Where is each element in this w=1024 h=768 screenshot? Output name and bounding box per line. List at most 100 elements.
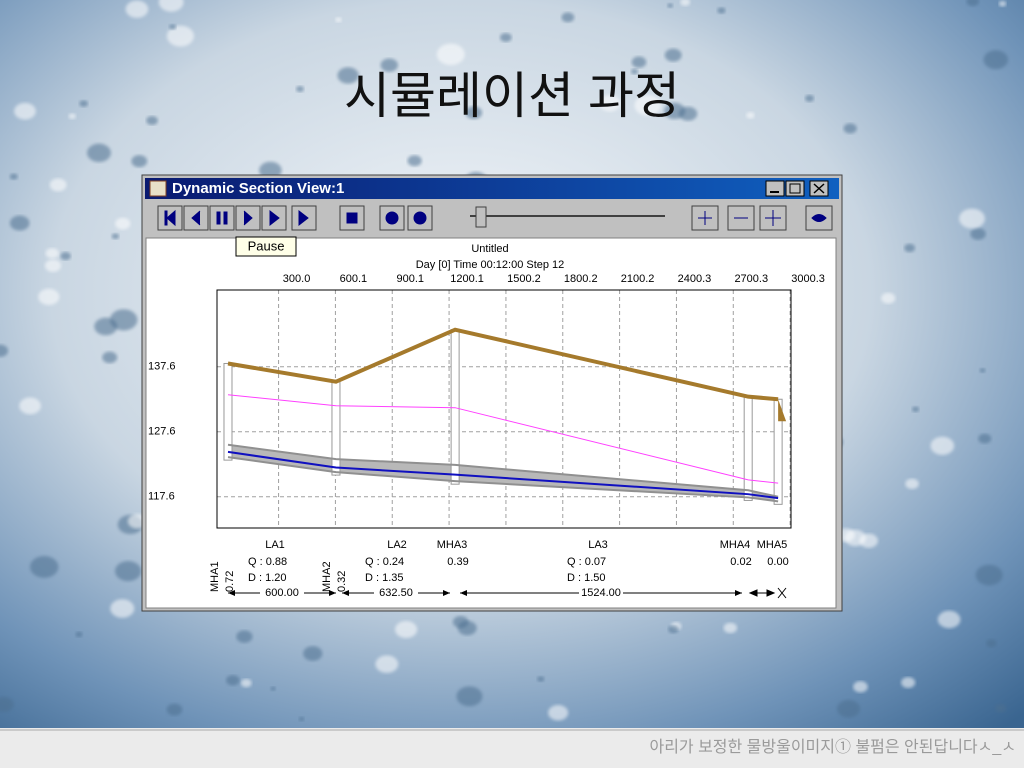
droplet xyxy=(930,436,955,455)
reach-depth: D : 1.50 xyxy=(567,572,606,584)
droplet xyxy=(68,113,76,120)
droplet xyxy=(837,699,861,718)
icon xyxy=(243,210,253,226)
droplet xyxy=(746,112,755,119)
chart-area xyxy=(145,237,837,609)
x-tick-label: 2400.3 xyxy=(678,273,712,285)
icon xyxy=(698,211,712,225)
droplet xyxy=(630,68,639,75)
node-name: MHA2 xyxy=(321,561,333,592)
droplet xyxy=(664,48,682,62)
dimension-label-bg xyxy=(374,587,418,599)
droplet xyxy=(296,85,304,93)
droplet xyxy=(994,703,1007,713)
droplet xyxy=(30,556,59,578)
x-tick-label: 2100.2 xyxy=(621,273,655,285)
droplet xyxy=(561,12,575,23)
droplet xyxy=(631,56,647,68)
droplet xyxy=(664,102,686,120)
droplet xyxy=(158,0,184,12)
droplet xyxy=(298,716,305,722)
droplet xyxy=(102,351,118,364)
icon xyxy=(765,210,781,226)
droplet xyxy=(79,100,88,107)
icon xyxy=(789,183,801,194)
minimize-button[interactable] xyxy=(765,180,785,197)
slider-thumb[interactable] xyxy=(475,206,487,228)
x-tick-label: 900.1 xyxy=(396,273,424,285)
chart-subtitle: Day [0] Time 00:12:00 Step 12 xyxy=(416,259,565,271)
droplet xyxy=(38,288,60,305)
droplet xyxy=(303,646,323,661)
droplet xyxy=(937,610,961,629)
x-tick-label: 300.0 xyxy=(283,273,311,285)
droplet xyxy=(912,406,920,413)
pause-button[interactable] xyxy=(209,205,235,231)
droplet xyxy=(853,681,868,693)
droplet xyxy=(131,155,148,168)
droplet xyxy=(94,317,118,336)
droplet xyxy=(115,217,131,230)
droplet xyxy=(380,58,398,72)
droplet xyxy=(717,7,726,14)
droplet xyxy=(905,478,919,490)
droplet xyxy=(599,95,621,112)
section-wall xyxy=(450,329,460,485)
droplet xyxy=(979,368,986,373)
droplet xyxy=(270,686,276,691)
droplet xyxy=(226,675,240,686)
tooltip xyxy=(235,236,297,257)
droplet xyxy=(904,243,916,253)
window-title: Dynamic Section View:1 xyxy=(172,180,344,197)
droplet xyxy=(844,529,866,547)
droplet xyxy=(452,616,469,628)
node-name: MHA5 xyxy=(757,539,788,551)
droplet xyxy=(45,248,59,259)
dimension-label-bg xyxy=(579,587,623,599)
droplet xyxy=(959,208,985,229)
x-tick-label: 1200.1 xyxy=(450,273,484,285)
y-tick-label: 137.6 xyxy=(148,361,176,373)
window-icon xyxy=(149,180,167,197)
droplet xyxy=(87,143,111,163)
tooltip-text: Pause xyxy=(248,238,285,253)
x-tick-label: 600.1 xyxy=(340,273,368,285)
droplet xyxy=(548,705,569,721)
node-value: 0.72 xyxy=(224,571,236,592)
icon xyxy=(346,212,358,224)
droplet xyxy=(0,696,14,713)
droplet xyxy=(115,561,142,582)
droplet xyxy=(804,94,815,102)
x-tick-label: 1500.2 xyxy=(507,273,541,285)
droplet xyxy=(166,703,183,716)
footer-text: 아리가 보정한 물방울이미지① 불펌은 안된답니다ㅅ_ㅅ xyxy=(649,738,1016,756)
maximize-button[interactable] xyxy=(785,180,805,197)
droplet xyxy=(436,43,465,66)
x-tick-label: 3000.3 xyxy=(791,273,825,285)
icon xyxy=(413,211,427,225)
droplet xyxy=(111,233,120,240)
droplet xyxy=(500,32,512,42)
reach-length: 600.00 xyxy=(265,587,299,599)
droplet xyxy=(9,173,18,180)
droplet xyxy=(337,67,359,84)
reach-flow: Q : 0.24 xyxy=(365,556,404,568)
node-value: 0.39 xyxy=(447,556,468,568)
reach-name: LA2 xyxy=(387,539,407,551)
y-tick-label: 117.6 xyxy=(148,491,175,503)
droplet xyxy=(998,0,1007,7)
droplet xyxy=(240,678,252,688)
zoom-in-button[interactable] xyxy=(691,205,719,231)
droplet xyxy=(634,95,662,116)
droplet xyxy=(966,0,980,7)
reach-flow: Q : 0.07 xyxy=(567,556,606,568)
droplet xyxy=(395,621,418,639)
reach-flow: Q : 0.88 xyxy=(248,556,287,568)
section-wall xyxy=(743,396,753,501)
droplet xyxy=(901,677,916,688)
droplet xyxy=(668,625,679,634)
forward-button[interactable] xyxy=(235,205,261,231)
droplet xyxy=(978,433,992,444)
slide-title: 시뮬레이션 과정 xyxy=(344,68,680,124)
node-name: MHA1 xyxy=(209,561,221,592)
